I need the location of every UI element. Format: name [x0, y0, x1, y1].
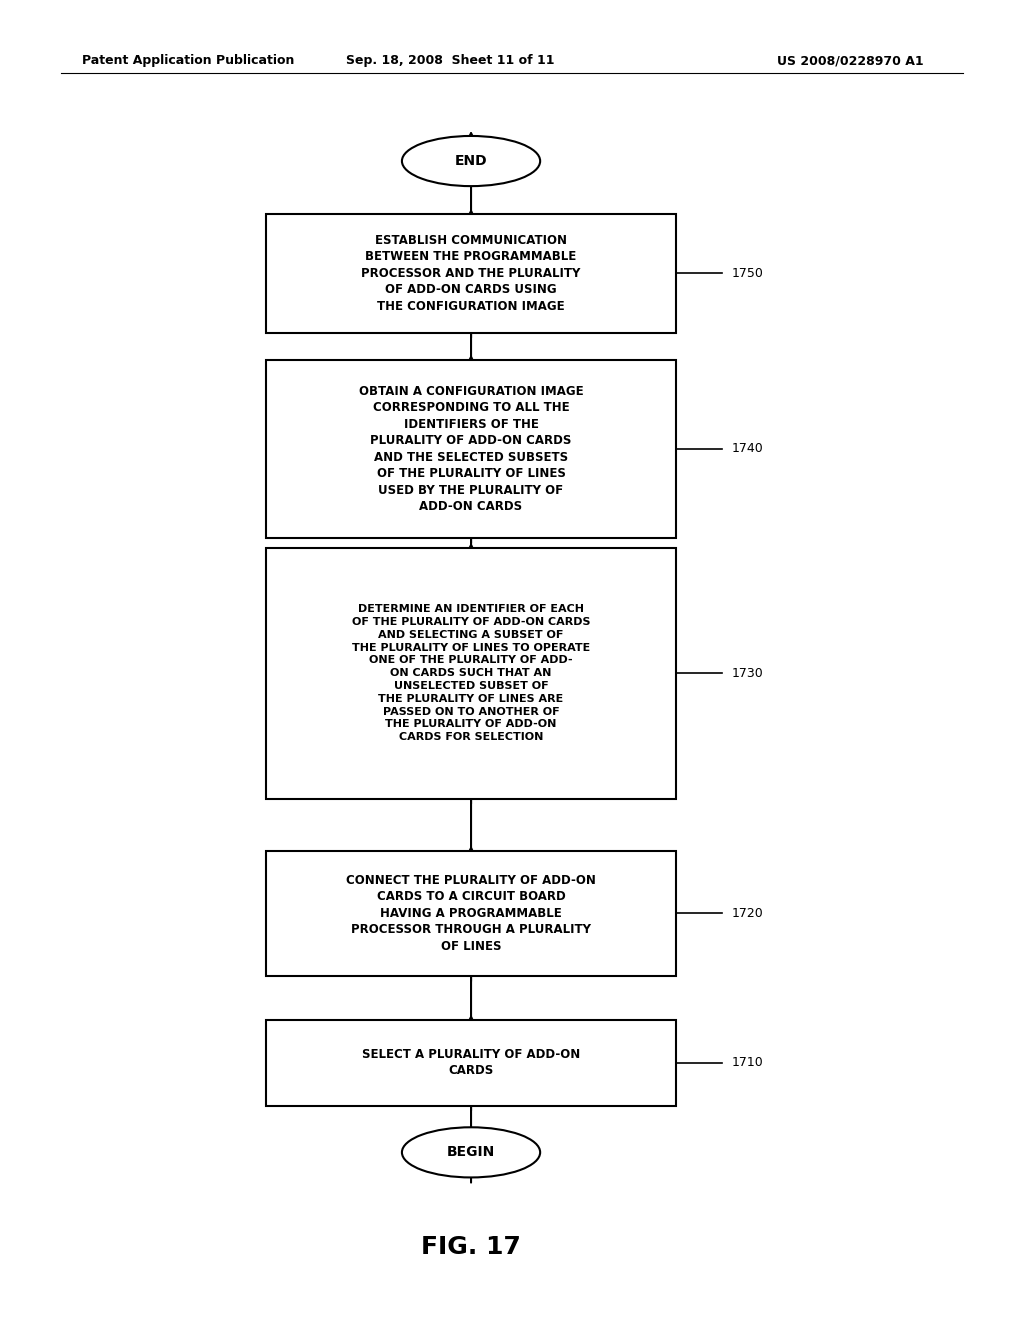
Text: US 2008/0228970 A1: US 2008/0228970 A1	[776, 54, 924, 67]
FancyBboxPatch shape	[266, 214, 676, 333]
Text: DETERMINE AN IDENTIFIER OF EACH
OF THE PLURALITY OF ADD-ON CARDS
AND SELECTING A: DETERMINE AN IDENTIFIER OF EACH OF THE P…	[352, 605, 590, 742]
Text: 1720: 1720	[732, 907, 764, 920]
Text: 1750: 1750	[732, 267, 764, 280]
Text: ESTABLISH COMMUNICATION
BETWEEN THE PROGRAMMABLE
PROCESSOR AND THE PLURALITY
OF : ESTABLISH COMMUNICATION BETWEEN THE PROG…	[361, 234, 581, 313]
Text: Patent Application Publication: Patent Application Publication	[82, 54, 294, 67]
Text: Sep. 18, 2008  Sheet 11 of 11: Sep. 18, 2008 Sheet 11 of 11	[346, 54, 555, 67]
Text: 1730: 1730	[732, 667, 764, 680]
Text: 1710: 1710	[732, 1056, 764, 1069]
FancyBboxPatch shape	[266, 359, 676, 539]
Ellipse shape	[401, 1127, 541, 1177]
Text: SELECT A PLURALITY OF ADD-ON
CARDS: SELECT A PLURALITY OF ADD-ON CARDS	[361, 1048, 581, 1077]
Text: OBTAIN A CONFIGURATION IMAGE
CORRESPONDING TO ALL THE
IDENTIFIERS OF THE
PLURALI: OBTAIN A CONFIGURATION IMAGE CORRESPONDI…	[358, 384, 584, 513]
Text: CONNECT THE PLURALITY OF ADD-ON
CARDS TO A CIRCUIT BOARD
HAVING A PROGRAMMABLE
P: CONNECT THE PLURALITY OF ADD-ON CARDS TO…	[346, 874, 596, 953]
FancyBboxPatch shape	[266, 548, 676, 799]
Text: END: END	[455, 154, 487, 168]
Ellipse shape	[401, 136, 541, 186]
Text: FIG. 17: FIG. 17	[421, 1236, 521, 1259]
Text: 1740: 1740	[732, 442, 764, 455]
FancyBboxPatch shape	[266, 1019, 676, 1106]
FancyBboxPatch shape	[266, 850, 676, 977]
Text: BEGIN: BEGIN	[446, 1146, 496, 1159]
